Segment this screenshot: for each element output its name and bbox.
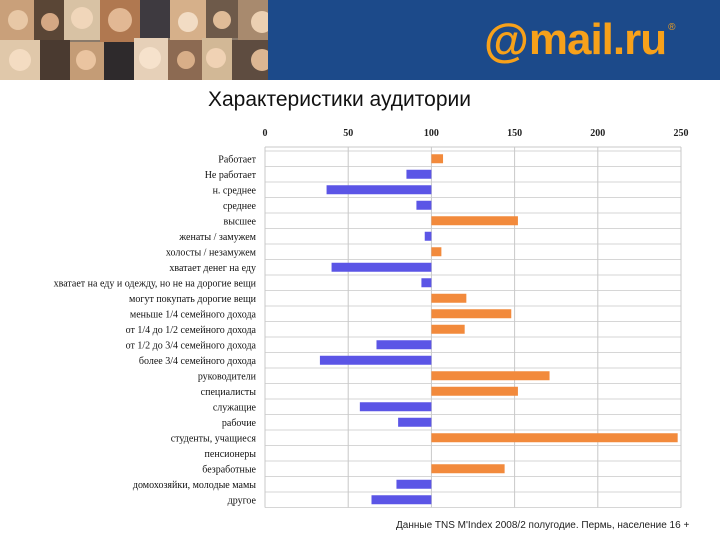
- category-label: специалисты: [201, 387, 257, 398]
- category-label: безработные: [202, 464, 256, 475]
- category-label: Работает: [218, 154, 256, 165]
- x-axis-ticks: 0 50 100 150 200 250: [263, 128, 689, 139]
- x-tick-label: 250: [674, 128, 689, 139]
- bar: [431, 433, 678, 443]
- banner-background: [268, 0, 720, 80]
- category-label: другое: [228, 495, 257, 506]
- category-label: более 3/4 семейного дохода: [139, 356, 257, 367]
- logo-at-sign: @: [484, 14, 529, 66]
- chart-grid: [264, 146, 682, 508]
- category-label: от 1/4 до 1/2 семейного дохода: [126, 325, 257, 336]
- bar: [376, 340, 432, 350]
- bar: [331, 262, 432, 272]
- bar: [319, 355, 432, 365]
- people-photo-collage: [0, 0, 290, 80]
- bar: [431, 216, 518, 226]
- bar: [431, 386, 518, 396]
- bar: [359, 402, 432, 412]
- bar: [431, 247, 442, 257]
- bar: [431, 324, 465, 334]
- category-label: хватает на еду и одежду, но не на дороги…: [54, 278, 257, 289]
- category-label: н. среднее: [213, 185, 257, 196]
- category-label: женаты / замужем: [178, 232, 256, 243]
- mail-ru-logo[interactable]: @ mail.ru ®: [484, 14, 676, 66]
- bar: [398, 417, 432, 427]
- category-label: высшее: [224, 216, 257, 227]
- category-label: служащие: [213, 402, 257, 413]
- bar: [431, 371, 550, 381]
- category-label: от 1/2 до 3/4 семейного дохода: [126, 340, 257, 351]
- category-label: пенсионеры: [205, 449, 257, 460]
- logo-registered-mark: ®: [668, 22, 676, 33]
- bar: [371, 495, 432, 505]
- category-labels: Работает Не работает н. среднее среднее высш…: [54, 154, 257, 506]
- category-label: Не работает: [205, 170, 257, 181]
- x-tick-label: 0: [263, 128, 268, 139]
- bar: [396, 479, 432, 489]
- category-label: хватает денег на еду: [169, 263, 256, 274]
- bar: [431, 154, 444, 164]
- bar: [431, 309, 512, 319]
- logo-wordmark: mail.ru: [528, 15, 667, 64]
- x-tick-label: 50: [343, 128, 353, 139]
- x-tick-label: 200: [590, 128, 605, 139]
- category-label: холосты / незамужем: [166, 247, 257, 258]
- x-tick-label: 100: [424, 128, 439, 139]
- category-label: могут покупать дорогие вещи: [129, 294, 257, 305]
- bar: [416, 200, 432, 210]
- category-label: руководители: [198, 371, 257, 382]
- category-label: студенты, учащиеся: [171, 433, 257, 444]
- source-note: Данные TNS M'Index 2008/2 полугодие. Пер…: [396, 520, 690, 531]
- bar: [326, 185, 432, 195]
- chart-bars: [319, 154, 678, 505]
- category-label: домохозяйки, молодые мамы: [133, 480, 256, 491]
- audience-chart: 0 50 100 150 200 250 Работает Не работает н. ср…: [54, 128, 689, 508]
- bar: [431, 293, 467, 303]
- header-banner: @ mail.ru ®: [0, 0, 720, 80]
- category-label: рабочие: [222, 418, 257, 429]
- x-tick-label: 150: [507, 128, 522, 139]
- category-label: меньше 1/4 семейного дохода: [130, 309, 257, 320]
- bar: [431, 464, 505, 474]
- bar: [424, 231, 432, 241]
- category-label: среднее: [223, 201, 257, 212]
- bar: [406, 169, 432, 179]
- bar: [421, 278, 432, 288]
- slide-title: Характеристики аудитории: [208, 88, 471, 111]
